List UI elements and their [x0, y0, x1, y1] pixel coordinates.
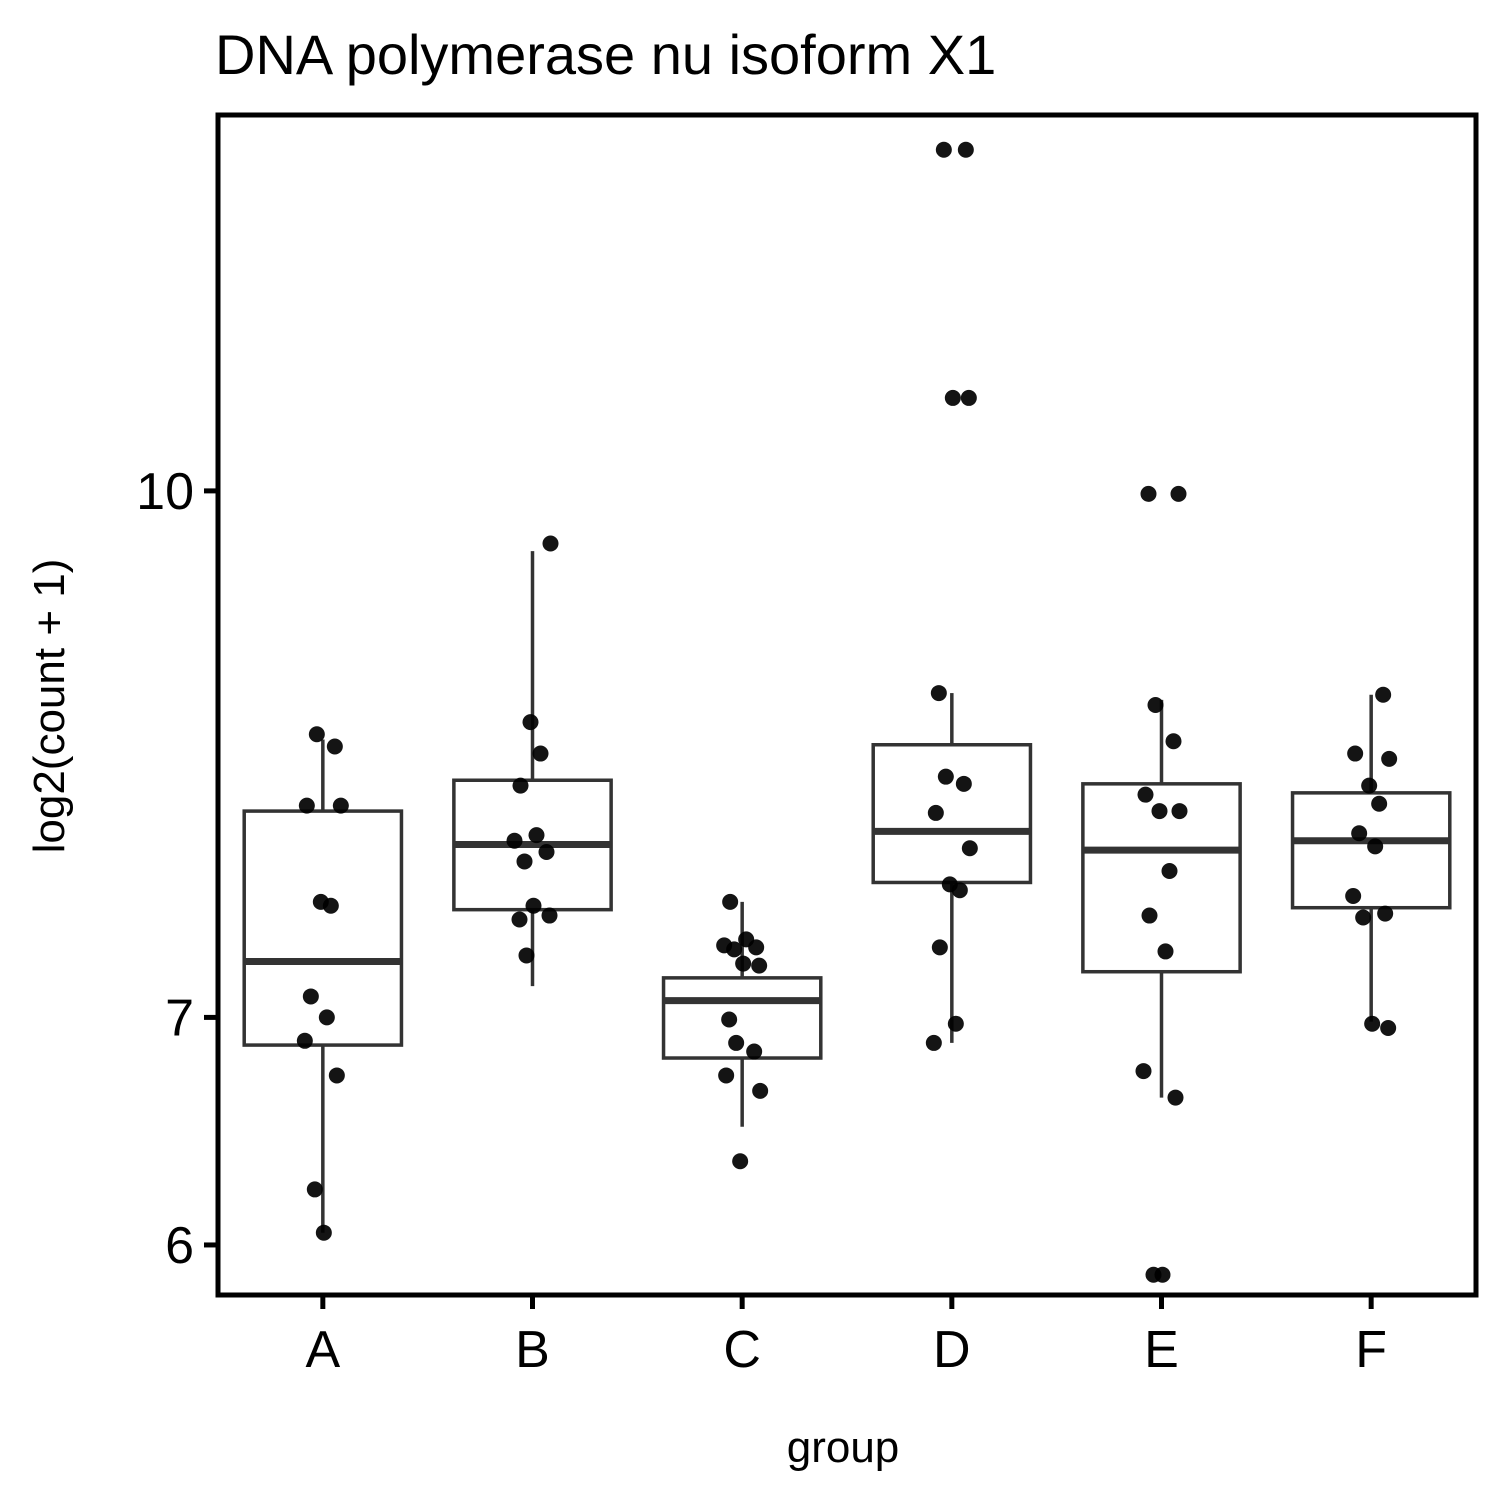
data-point-B — [512, 777, 529, 794]
data-point-C — [735, 955, 752, 972]
data-point-D — [927, 804, 944, 821]
box-group-A — [242, 739, 404, 1233]
data-point-F — [1351, 825, 1368, 842]
data-point-E — [1140, 485, 1157, 502]
data-point-E — [1170, 485, 1187, 502]
data-point-C — [746, 1043, 763, 1060]
data-point-F — [1375, 686, 1392, 703]
y-tick-label: 10 — [136, 463, 194, 521]
box-group-C — [661, 901, 823, 1127]
data-point-E — [1141, 907, 1158, 924]
box-iqr — [871, 743, 1033, 885]
data-point-F — [1377, 905, 1394, 922]
data-point-D — [955, 775, 972, 792]
data-point-D — [957, 141, 974, 158]
chart-title: DNA polymerase nu isoform X1 — [215, 23, 996, 86]
data-point-C — [732, 1153, 749, 1170]
data-point-D — [930, 685, 947, 702]
data-point-B — [532, 745, 549, 762]
data-point-C — [721, 1011, 738, 1028]
data-point-A — [296, 1032, 313, 1049]
box-iqr — [242, 809, 404, 1047]
data-point-E — [1135, 1063, 1152, 1080]
data-point-D — [961, 840, 978, 857]
data-point-A — [308, 726, 325, 743]
data-point-C — [722, 893, 739, 910]
data-point-A — [302, 988, 319, 1005]
box-group-F — [1290, 694, 1452, 1022]
x-tick-label: D — [933, 1321, 971, 1379]
data-point-B — [541, 907, 558, 924]
data-point-A — [322, 897, 339, 914]
y-axis-title: log2(count + 1) — [25, 559, 74, 854]
data-point-F — [1347, 745, 1364, 762]
data-point-E — [1151, 803, 1168, 820]
data-point-D — [947, 1015, 964, 1032]
x-tick-label: B — [515, 1321, 550, 1379]
data-point-E — [1154, 1266, 1171, 1283]
y-tick-label: 6 — [165, 1217, 194, 1275]
data-point-C — [752, 1082, 769, 1099]
data-point-A — [318, 1009, 335, 1026]
data-point-D — [944, 389, 961, 406]
box-group-D — [871, 693, 1033, 1043]
data-point-B — [542, 535, 559, 552]
data-point-D — [960, 389, 977, 406]
box-iqr — [661, 976, 823, 1060]
data-point-E — [1171, 803, 1188, 820]
data-point-C — [726, 941, 743, 958]
data-point-F — [1345, 888, 1362, 905]
data-point-F — [1361, 777, 1378, 794]
data-point-D — [951, 882, 968, 899]
data-point-B — [528, 827, 545, 844]
box-group-E — [1081, 699, 1242, 1098]
data-point-B — [538, 843, 555, 860]
data-point-B — [516, 853, 533, 870]
data-point-A — [298, 797, 315, 814]
data-point-E — [1161, 862, 1178, 879]
data-point-C — [748, 939, 765, 956]
data-point-A — [328, 1067, 345, 1084]
x-tick-label: A — [305, 1321, 340, 1379]
data-point-D — [925, 1034, 942, 1051]
data-point-A — [326, 738, 343, 755]
data-point-E — [1167, 1089, 1184, 1106]
data-point-B — [518, 947, 535, 964]
data-point-D — [935, 141, 952, 158]
data-point-B — [506, 832, 523, 849]
plot-panel — [215, 112, 1479, 1298]
x-tick-label: E — [1144, 1321, 1179, 1379]
y-tick-label: 7 — [165, 989, 194, 1047]
box-group-B — [452, 551, 613, 987]
data-point-E — [1165, 733, 1182, 750]
data-point-C — [751, 957, 768, 974]
data-point-A — [315, 1224, 332, 1241]
data-point-F — [1380, 1019, 1397, 1036]
data-point-D — [937, 768, 954, 785]
data-point-D — [931, 939, 948, 956]
data-point-B — [525, 897, 542, 914]
x-axis-title: group — [787, 1423, 900, 1472]
data-point-F — [1381, 750, 1398, 767]
data-point-F — [1367, 838, 1384, 855]
points-layer — [296, 141, 1398, 1283]
data-point-A — [306, 1181, 323, 1198]
data-point-B — [522, 714, 539, 731]
x-tick-label: F — [1355, 1321, 1387, 1379]
data-point-F — [1364, 1015, 1381, 1032]
data-point-C — [718, 1067, 735, 1084]
data-point-F — [1355, 909, 1372, 926]
data-point-F — [1371, 795, 1388, 812]
data-point-E — [1147, 696, 1164, 713]
x-axis: A B C D E F — [305, 1295, 1387, 1379]
data-point-E — [1137, 786, 1154, 803]
data-point-E — [1157, 943, 1174, 960]
x-tick-label: C — [723, 1321, 761, 1379]
data-point-C — [728, 1034, 745, 1051]
y-axis: 6 7 10 — [136, 463, 218, 1275]
boxes-layer — [242, 551, 1452, 1233]
data-point-A — [332, 797, 349, 814]
data-point-B — [511, 911, 528, 928]
